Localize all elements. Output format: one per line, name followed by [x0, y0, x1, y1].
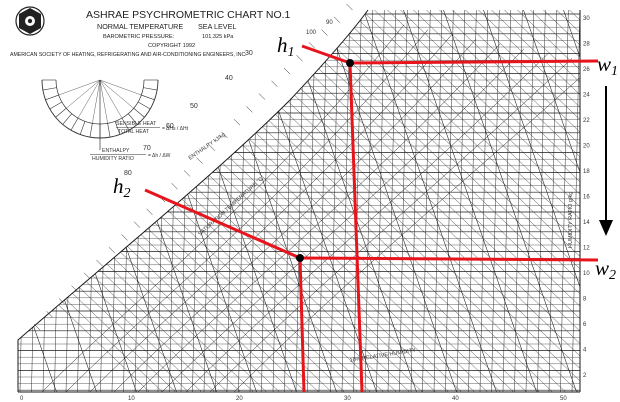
protractor [41, 79, 159, 150]
enthalpy-tick-40: 40 [225, 75, 233, 82]
humidity-ratio-tick-30: 30 [583, 16, 590, 22]
w2-humidity-line [299, 256, 599, 262]
humidity-ratio-tick-6: 6 [583, 322, 587, 328]
dry-bulb-tick-20: 20 [236, 396, 243, 402]
w1-label: w1 [597, 52, 618, 79]
enthalpy-tick-labels: 80 70 60 50 40 30 100 90 [124, 20, 333, 177]
process-arrow [599, 86, 613, 236]
state2-drybulb-line [298, 257, 306, 393]
humidity-ratio-tick-12: 12 [583, 246, 590, 252]
humidity-ratio-axis-label: HUMIDITY RATIO g/kg [568, 192, 574, 248]
total-heat-label: TOTAL HEAT [118, 129, 150, 135]
dry-bulb-tick-40: 40 [452, 396, 459, 402]
sea-level-label: SEA LEVEL [198, 22, 236, 31]
enthalpy-top-tick-90: 90 [326, 20, 333, 26]
humidity-ratio-tick-18: 18 [583, 169, 590, 175]
ashrae-logo [15, 6, 45, 36]
sensible-heat-label: SENSIBLE HEAT [116, 121, 157, 127]
enthalpy-tick-70: 70 [143, 145, 151, 152]
dry-bulb-tick-0: 0 [20, 396, 24, 402]
humidity-ratio-tick-28: 28 [583, 42, 590, 48]
enthalpy-tick-50: 50 [190, 103, 198, 110]
dry-bulb-tick-10: 10 [128, 396, 135, 402]
enthalpy-top-tick-100: 100 [306, 30, 317, 36]
normal-temperature-label: NORMAL TEMPERATURE [97, 22, 183, 31]
enthalpy-tick-80: 80 [124, 170, 132, 177]
humidity-ratio-tick-24: 24 [583, 93, 590, 99]
humidity-ratio-tick-labels: 30 28 26 24 22 20 18 16 14 12 10 8 6 4 2 [583, 16, 590, 379]
enthalpy-label: ENTHALPY [102, 148, 130, 154]
w1-humidity-line [349, 59, 599, 65]
chart-title: ASHRAE PSYCHROMETRIC CHART NO.1 [86, 9, 291, 21]
humidity-ratio-tick-22: 22 [583, 118, 590, 124]
humidity-ratio-tick-16: 16 [583, 195, 590, 201]
enthalpy-tick-30: 30 [245, 50, 253, 57]
humidity-ratio-tick-26: 26 [583, 67, 590, 73]
h2-label: h2 [113, 174, 131, 201]
dry-bulb-tick-30: 30 [344, 396, 351, 402]
enthalpy-ratio-formula: = Δh / ΔW [148, 153, 171, 159]
humidity-ratio-tick-2: 2 [583, 373, 587, 379]
state1-drybulb-line [348, 62, 364, 393]
dry-bulb-tick-50: 50 [560, 396, 567, 402]
copyright-label: COPYRIGHT 1992 [148, 43, 195, 49]
state-point-2 [296, 254, 304, 262]
barometric-pressure-value: 101.325 kPa [202, 34, 234, 40]
shr-ratio-formula: = ΔHs / ΔHt [162, 126, 189, 132]
humidity-ratio-tick-14: 14 [583, 220, 590, 226]
society-label: AMERICAN SOCIETY OF HEATING, REFRIGERATI… [10, 52, 247, 58]
barometric-pressure-label: BAROMETRIC PRESSURE: [103, 34, 175, 40]
humidity-ratio-tick-4: 4 [583, 348, 587, 354]
h2-enthalpy-line [144, 188, 301, 260]
h1-label: h1 [277, 33, 295, 60]
humidity-ratio-tick-20: 20 [583, 144, 590, 150]
dry-bulb-tick-labels: 0 10 20 30 40 50 [20, 396, 567, 402]
humidity-ratio-tick-8: 8 [583, 297, 587, 303]
h1-enthalpy-line [301, 44, 351, 65]
humidity-ratio-label: HUMIDITY RATIO [92, 156, 134, 162]
annotation-lines [144, 44, 599, 393]
w2-label: w2 [595, 256, 616, 283]
humidity-ratio-tick-10: 10 [583, 271, 590, 277]
state-point-1 [346, 59, 354, 67]
enthalpy-tick-60: 60 [166, 123, 174, 130]
